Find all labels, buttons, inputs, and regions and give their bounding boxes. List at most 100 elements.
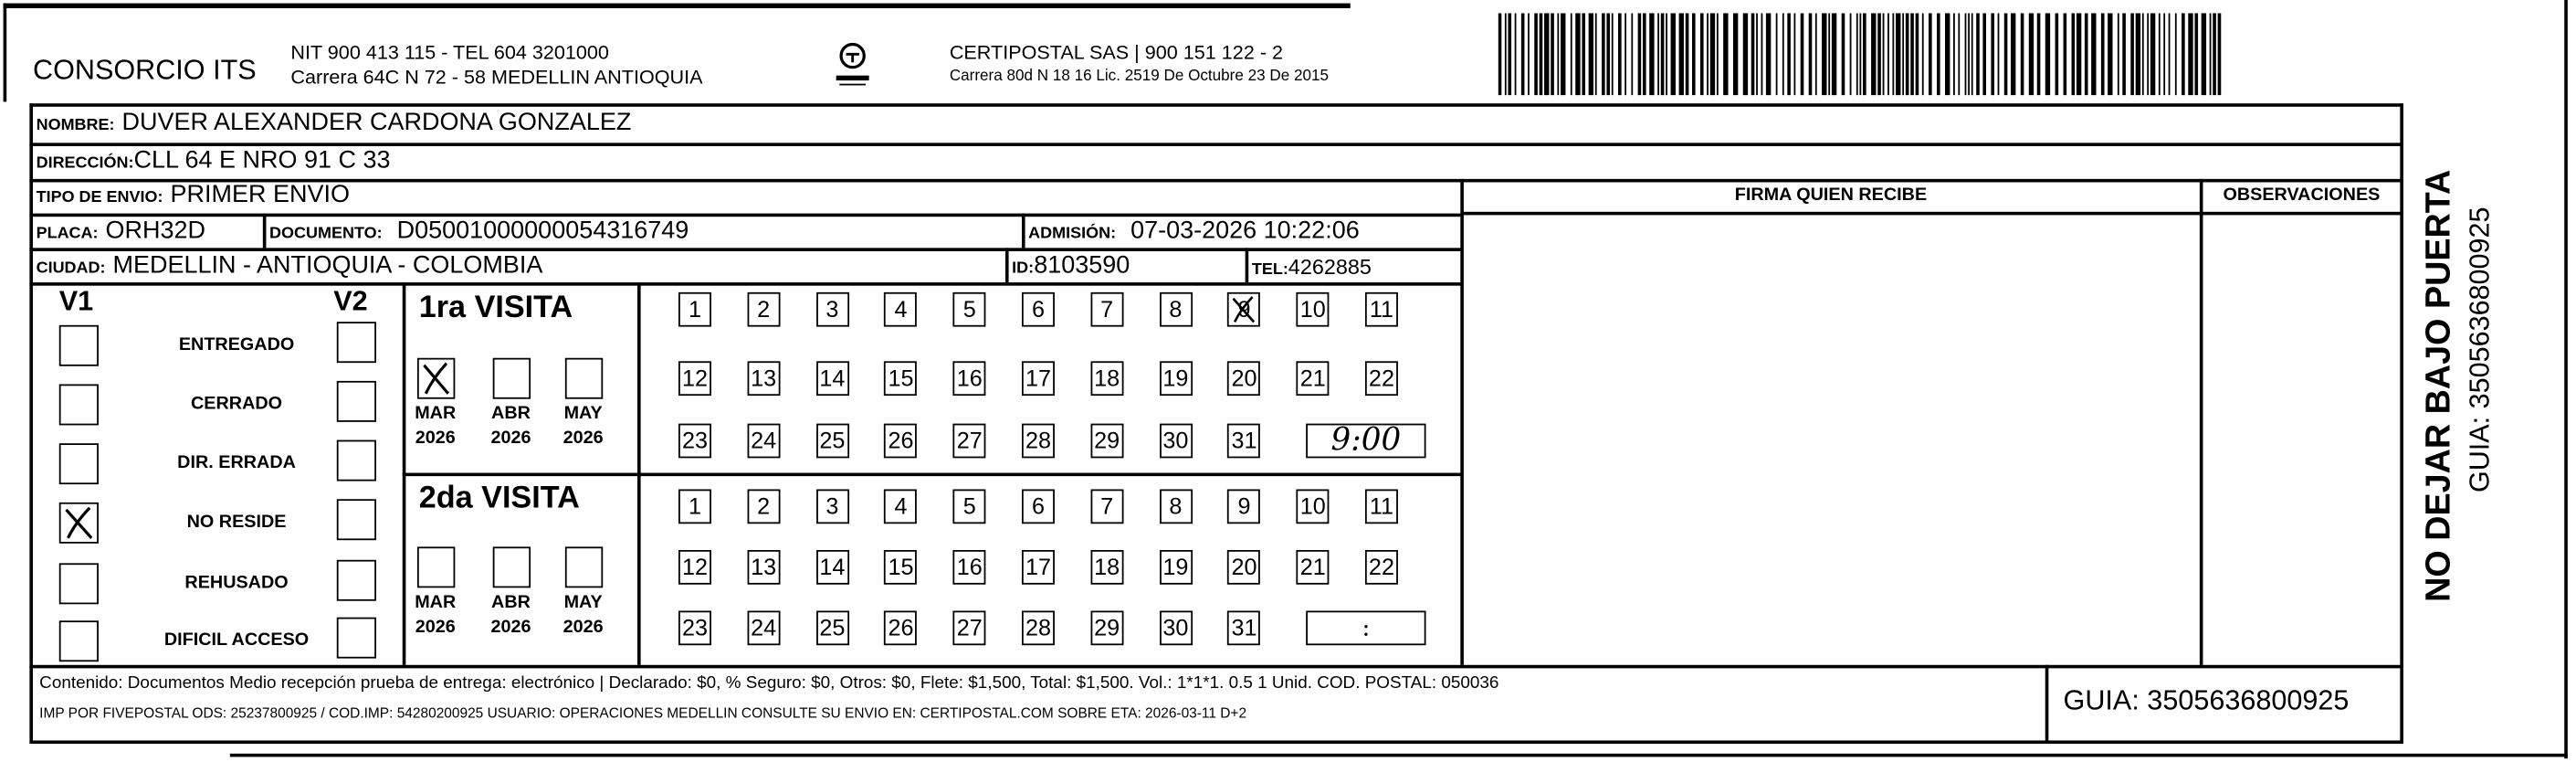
v2-checkbox[interactable]	[336, 380, 376, 422]
day-box[interactable]: 8	[1159, 291, 1193, 327]
v2-checkbox[interactable]	[336, 439, 376, 482]
day-box[interactable]: 28	[1021, 610, 1055, 646]
day-box[interactable]: 21	[1296, 549, 1330, 585]
day-box[interactable]: 10	[1296, 489, 1330, 524]
day-box[interactable]: 14	[815, 361, 849, 397]
day-box[interactable]: 22	[1364, 361, 1398, 397]
day-box[interactable]: 2	[747, 489, 781, 524]
barcode-bar	[1582, 13, 1586, 96]
v2-checkbox[interactable]	[336, 617, 376, 659]
signature-area[interactable]	[1464, 215, 2200, 664]
month-checkbox[interactable]	[416, 546, 456, 588]
v1-checkbox[interactable]	[58, 563, 99, 605]
v1-checkbox[interactable]	[58, 443, 99, 485]
v1-checkbox[interactable]	[58, 384, 99, 426]
day-box[interactable]: 11	[1364, 489, 1398, 524]
day-box[interactable]: 16	[952, 361, 986, 397]
visit-title: 2da VISITA	[418, 481, 580, 516]
day-box[interactable]: 1	[678, 489, 711, 524]
time-box[interactable]: 9:00	[1306, 423, 1426, 459]
day-box[interactable]: 9	[1227, 291, 1261, 327]
time-box[interactable]: :	[1306, 610, 1426, 646]
day-box[interactable]: 18	[1090, 549, 1124, 585]
day-box[interactable]: 10	[1296, 291, 1330, 327]
v2-checkbox[interactable]	[336, 499, 376, 541]
observations-area[interactable]	[2203, 215, 2400, 664]
day-box[interactable]: 25	[815, 423, 849, 459]
day-box[interactable]: 24	[747, 610, 781, 646]
day-box[interactable]: 30	[1159, 423, 1193, 459]
day-box[interactable]: 9	[1227, 489, 1261, 524]
day-box[interactable]: 17	[1021, 549, 1055, 585]
day-box[interactable]: 6	[1021, 489, 1055, 524]
day-number: 10	[1299, 295, 1326, 323]
day-box[interactable]: 26	[884, 423, 918, 459]
barcode-bar	[2147, 13, 2150, 96]
day-box[interactable]: 31	[1227, 610, 1261, 646]
day-box[interactable]: 14	[815, 549, 849, 585]
barcode-bar	[2194, 13, 2199, 96]
month-label: MAR 2026	[411, 591, 460, 640]
day-number: 3	[825, 492, 839, 519]
day-box[interactable]: 30	[1159, 610, 1193, 646]
barcode-bar	[1691, 13, 1696, 96]
day-box[interactable]: 12	[678, 549, 711, 585]
day-box[interactable]: 6	[1021, 291, 1055, 327]
day-box[interactable]: 25	[815, 610, 849, 646]
day-box[interactable]: 5	[952, 489, 986, 524]
barcode-bar	[2141, 13, 2144, 96]
day-box[interactable]: 4	[884, 291, 918, 327]
month-checkbox[interactable]	[492, 546, 531, 588]
day-box[interactable]: 20	[1227, 549, 1261, 585]
day-box[interactable]: 15	[884, 549, 918, 585]
day-box[interactable]: 29	[1090, 610, 1124, 646]
day-box[interactable]: 18	[1090, 361, 1124, 397]
day-box[interactable]: 11	[1364, 291, 1398, 327]
barcode-bar	[2084, 13, 2088, 96]
day-box[interactable]: 27	[952, 423, 986, 459]
v2-checkbox[interactable]	[336, 559, 376, 601]
day-box[interactable]: 24	[747, 423, 781, 459]
barcode-bar	[1643, 13, 1646, 96]
day-box[interactable]: 3	[815, 291, 849, 327]
day-box[interactable]: 23	[678, 610, 711, 646]
day-box[interactable]: 29	[1090, 423, 1124, 459]
day-box[interactable]: 23	[678, 423, 711, 459]
barcode-bar	[2045, 13, 2051, 96]
day-box[interactable]: 21	[1296, 361, 1330, 397]
day-box[interactable]: 22	[1364, 549, 1398, 585]
day-box[interactable]: 8	[1159, 489, 1193, 524]
day-box[interactable]: 20	[1227, 361, 1261, 397]
day-box[interactable]: 19	[1159, 549, 1193, 585]
day-box[interactable]: 15	[884, 361, 918, 397]
tel-field: TEL:4262885	[1252, 253, 1372, 282]
day-box[interactable]: 13	[747, 549, 781, 585]
day-box[interactable]: 3	[815, 489, 849, 524]
v2-checkbox[interactable]	[336, 322, 376, 364]
month-checkbox[interactable]	[564, 546, 604, 588]
barcode-bar	[2168, 13, 2171, 96]
day-box[interactable]: 1	[678, 291, 711, 327]
v1-checkbox[interactable]	[58, 620, 99, 662]
day-box[interactable]: 7	[1090, 489, 1124, 524]
day-box[interactable]: 28	[1021, 423, 1055, 459]
day-box[interactable]: 17	[1021, 361, 1055, 397]
v1-checkbox[interactable]	[58, 324, 99, 366]
carrier-address: Carrera 80d N 18 16 Lic. 2519 De Octubre…	[949, 67, 1329, 86]
barcode-bar	[1982, 13, 1986, 96]
day-box[interactable]: 2	[747, 291, 781, 327]
v1-checkbox[interactable]	[58, 502, 99, 544]
month-checkbox[interactable]	[492, 357, 531, 399]
day-box[interactable]: 19	[1159, 361, 1193, 397]
day-box[interactable]: 5	[952, 291, 986, 327]
month-checkbox[interactable]	[564, 357, 604, 399]
day-box[interactable]: 4	[884, 489, 918, 524]
day-box[interactable]: 16	[952, 549, 986, 585]
day-box[interactable]: 13	[747, 361, 781, 397]
month-checkbox[interactable]	[416, 357, 456, 399]
day-box[interactable]: 31	[1227, 423, 1261, 459]
day-box[interactable]: 27	[952, 610, 986, 646]
day-box[interactable]: 7	[1090, 291, 1124, 327]
day-box[interactable]: 12	[678, 361, 711, 397]
day-box[interactable]: 26	[884, 610, 918, 646]
